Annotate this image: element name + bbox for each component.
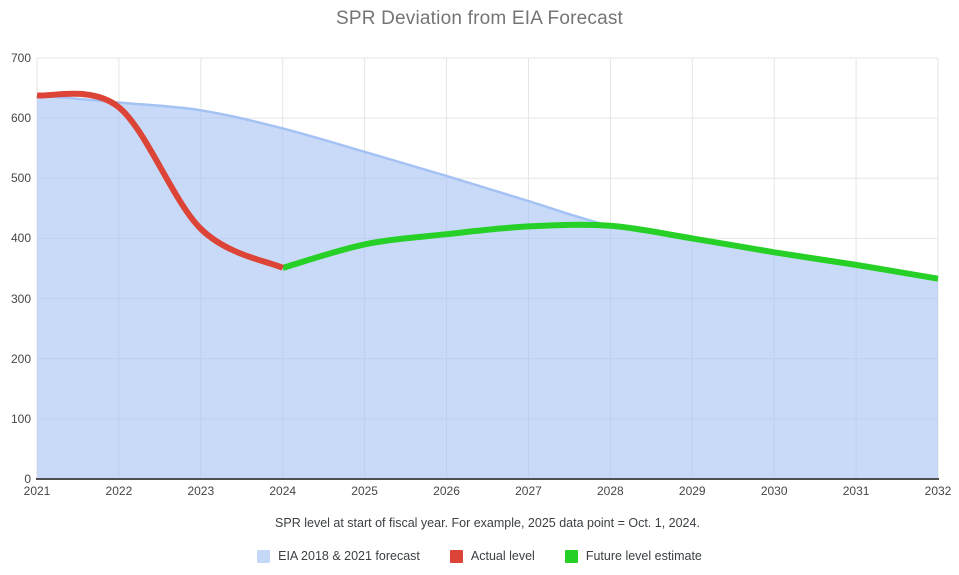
y-tick-label: 700 <box>10 51 31 65</box>
y-tick-label: 400 <box>10 231 31 246</box>
x-tick-label: 2027 <box>515 484 542 498</box>
legend-label-forecast: EIA 2018 & 2021 forecast <box>278 549 420 563</box>
actual-swatch-icon <box>449 549 463 563</box>
legend-item-forecast: EIA 2018 & 2021 forecast <box>257 549 420 563</box>
x-tick-label: 2029 <box>678 484 706 498</box>
x-tick-label: 2022 <box>105 484 133 498</box>
legend: EIA 2018 & 2021 forecast Actual level Fu… <box>0 549 959 563</box>
y-tick-label: 0 <box>24 472 31 486</box>
y-tick-label: 500 <box>10 171 31 186</box>
axis-caption: SPR level at start of fiscal year. For e… <box>275 516 700 530</box>
x-tick-label: 2026 <box>433 484 460 498</box>
x-tick-label: 2028 <box>597 484 624 498</box>
x-tick-label: 2032 <box>924 484 952 498</box>
y-tick-label: 600 <box>10 111 31 126</box>
x-tick-label: 2024 <box>269 484 297 498</box>
y-tick-label: 100 <box>10 411 31 426</box>
x-tick-label: 2023 <box>187 484 215 498</box>
chart-title: SPR Deviation from EIA Forecast <box>335 8 624 29</box>
x-tick-label: 2021 <box>23 484 51 498</box>
legend-label-actual: Actual level <box>470 549 535 563</box>
x-tick-label: 2031 <box>842 484 870 498</box>
future-swatch-icon <box>564 549 578 563</box>
y-tick-label: 300 <box>10 291 31 306</box>
legend-item-actual: Actual level <box>449 549 535 563</box>
forecast-swatch-icon <box>257 549 271 563</box>
x-tick-label: 2030 <box>760 484 788 498</box>
y-tick-label: 200 <box>10 351 31 366</box>
legend-label-future: Future level estimate <box>585 549 702 563</box>
x-tick-label: 2025 <box>351 484 378 498</box>
legend-item-future: Future level estimate <box>564 549 702 563</box>
